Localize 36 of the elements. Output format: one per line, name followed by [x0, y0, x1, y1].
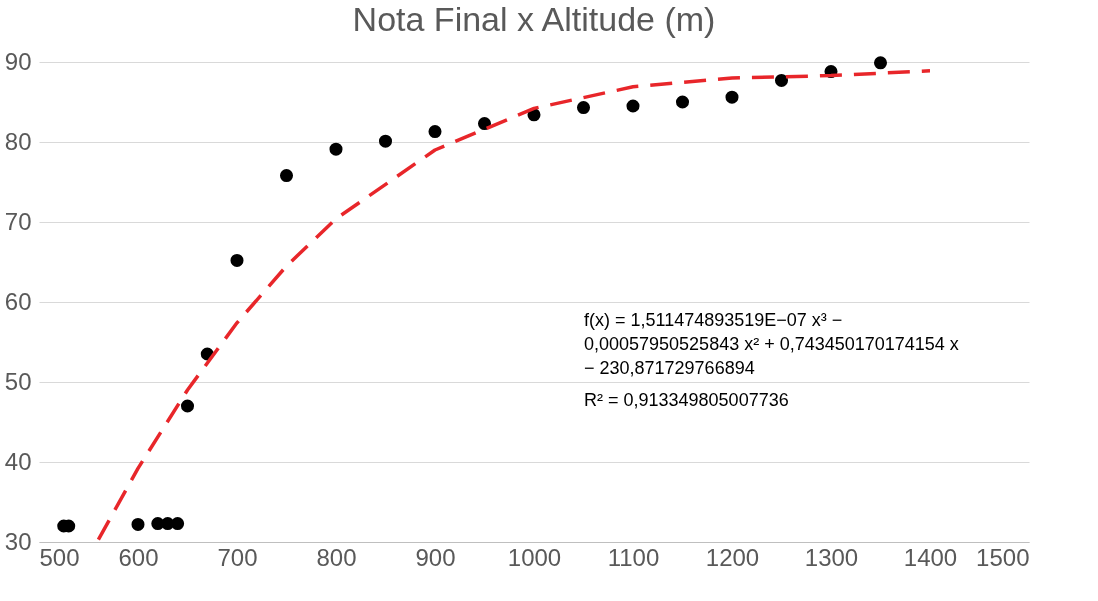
x-tick-label: 1100 — [607, 543, 660, 571]
point — [428, 125, 442, 139]
y-tick-label: 30 — [4, 527, 32, 555]
y-tick-label: 50 — [4, 367, 32, 395]
x-tick-label: 500 — [39, 543, 80, 571]
x-tick-label: 900 — [415, 543, 456, 571]
y-tick-label: 80 — [4, 127, 32, 155]
point — [131, 517, 145, 531]
point — [279, 169, 294, 183]
point — [626, 99, 640, 113]
x-tick-label: 1400 — [903, 543, 958, 571]
point — [774, 73, 789, 87]
point — [180, 399, 195, 413]
point — [329, 142, 343, 156]
point — [477, 117, 492, 131]
annotation: f(x) = 1,511474893519E−07 x³ − 0,00057950525843 x² + 0,743450170174154 x − 230,871729766894 — [584, 310, 959, 378]
y-tick-label: 60 — [4, 287, 32, 315]
chart-title: Nota Final x Altitude (m) — [352, 0, 716, 38]
y-tick-label: 70 — [4, 207, 32, 235]
x-tick-label: 1500 — [976, 543, 1030, 571]
point — [873, 56, 888, 70]
point — [576, 101, 591, 115]
x-tick-label: 600 — [118, 543, 159, 571]
point — [171, 517, 185, 531]
annotation: R² = 0,913349805007736 — [584, 390, 789, 410]
y-tick-label: 40 — [4, 447, 32, 475]
x-tick-label: 1000 — [507, 543, 562, 571]
x-tick-label: 800 — [316, 543, 357, 571]
x-tick-label: 700 — [217, 543, 258, 571]
x-tick-label: 1200 — [705, 543, 760, 571]
point — [675, 95, 690, 109]
y-tick-label: 90 — [4, 47, 32, 75]
point — [230, 253, 244, 267]
point — [725, 90, 739, 104]
x-tick-label: 1300 — [804, 543, 859, 571]
point — [378, 134, 393, 148]
